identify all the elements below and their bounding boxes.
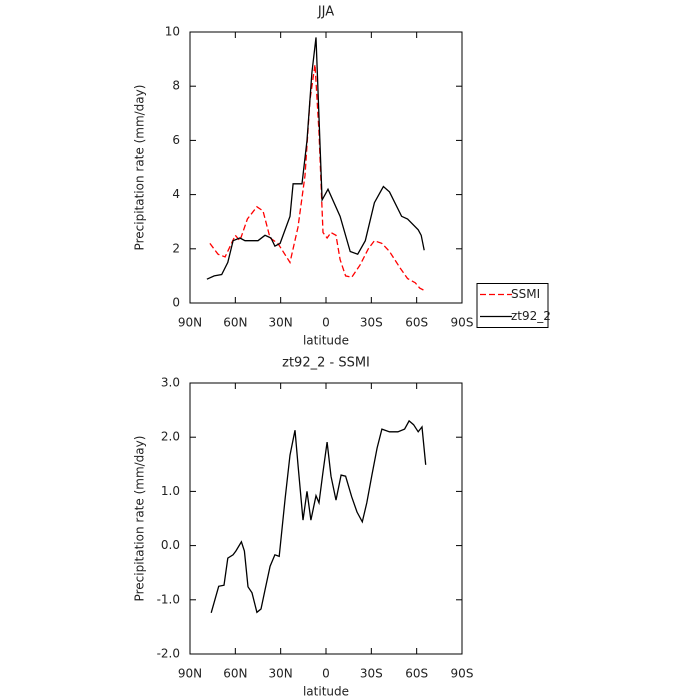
- legend-box: [476, 283, 549, 328]
- x-axis-label: latitude: [303, 685, 349, 699]
- y-tick-label: 1.0: [161, 484, 180, 498]
- legend-label: SSMI: [511, 287, 540, 301]
- y-tick-label: -2.0: [157, 647, 180, 661]
- y-tick-label: 4: [172, 187, 180, 201]
- y-axis-label: Precipitation rate (mm/day): [133, 85, 147, 251]
- legend-label: zt92_2: [511, 309, 551, 323]
- x-tick-label: 30S: [360, 316, 383, 330]
- y-tick-label: 10: [165, 25, 180, 39]
- plot-frame: [189, 31, 463, 304]
- y-tick-label: 8: [172, 79, 180, 93]
- x-tick-label: 60S: [405, 667, 428, 681]
- x-axis-label: latitude: [303, 334, 349, 348]
- x-tick-label: 60S: [405, 316, 428, 330]
- x-tick-label: 60N: [223, 316, 247, 330]
- x-tick-label: 90N: [178, 316, 202, 330]
- x-tick-label: 0: [322, 667, 330, 681]
- x-tick-label: 90S: [451, 667, 474, 681]
- x-tick-label: 30S: [360, 667, 383, 681]
- x-tick-label: 60N: [223, 667, 247, 681]
- plot-frame: [189, 382, 463, 655]
- x-tick-label: 30N: [269, 316, 293, 330]
- x-tick-label: 90S: [451, 316, 474, 330]
- data-line: [210, 419, 427, 614]
- y-tick-label: 6: [172, 133, 180, 147]
- y-axis-label: Precipitation rate (mm/day): [133, 436, 147, 602]
- y-tick-label: 3.0: [161, 376, 180, 390]
- data-line: [206, 37, 425, 280]
- y-tick-label: 0.0: [161, 538, 180, 552]
- y-tick-label: -1.0: [157, 592, 180, 606]
- chart-title: JJA: [317, 5, 334, 20]
- x-tick-label: 30N: [269, 667, 293, 681]
- y-tick-label: 2.0: [161, 430, 180, 444]
- chart-title: zt92_2 - SSMI: [282, 356, 370, 371]
- x-tick-label: 90N: [178, 667, 202, 681]
- y-tick-label: 2: [172, 241, 180, 255]
- x-tick-label: 0: [322, 316, 330, 330]
- data-line: [209, 64, 426, 292]
- y-tick-label: 0: [172, 296, 180, 310]
